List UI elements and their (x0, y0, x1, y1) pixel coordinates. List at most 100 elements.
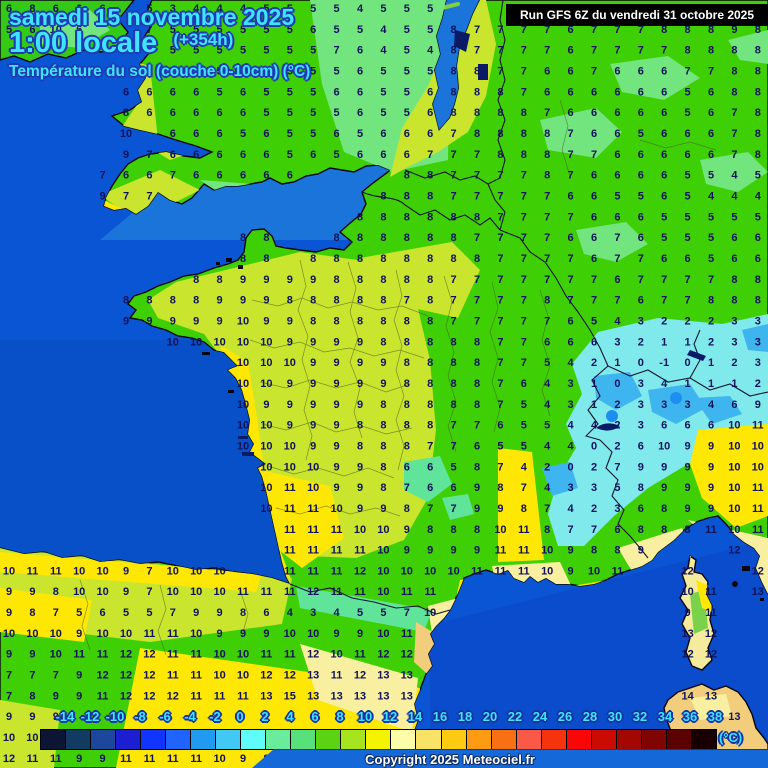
svg-text:11: 11 (284, 524, 296, 536)
svg-text:1: 1 (685, 378, 691, 390)
svg-text:7: 7 (544, 211, 550, 223)
svg-text:6: 6 (451, 482, 457, 494)
svg-text:6: 6 (591, 128, 597, 140)
svg-text:9: 9 (685, 461, 691, 473)
svg-text:9: 9 (380, 357, 386, 369)
svg-text:9: 9 (731, 24, 737, 36)
svg-text:0: 0 (591, 440, 597, 452)
svg-text:6: 6 (591, 191, 597, 203)
svg-text:5: 5 (287, 66, 293, 78)
svg-text:8: 8 (474, 399, 480, 411)
svg-text:6: 6 (170, 128, 176, 140)
svg-text:5: 5 (263, 24, 269, 36)
svg-text:7: 7 (544, 45, 550, 57)
svg-text:11: 11 (167, 670, 179, 682)
svg-text:10: 10 (213, 586, 225, 598)
svg-text:11: 11 (331, 670, 343, 682)
svg-text:6: 6 (240, 149, 246, 161)
svg-text:6: 6 (146, 86, 152, 98)
svg-text:5: 5 (380, 86, 386, 98)
svg-text:8: 8 (731, 295, 737, 307)
svg-text:12: 12 (681, 565, 693, 577)
svg-text:4: 4 (544, 399, 551, 411)
scale-color-cell (691, 730, 716, 749)
svg-text:7: 7 (474, 232, 480, 244)
svg-text:5: 5 (404, 24, 410, 36)
svg-text:0: 0 (685, 357, 691, 369)
svg-text:7: 7 (568, 128, 574, 140)
svg-text:8: 8 (451, 524, 457, 536)
svg-text:6: 6 (638, 295, 644, 307)
svg-text:11: 11 (97, 649, 109, 661)
svg-text:7: 7 (568, 211, 574, 223)
scale-color-cell (291, 730, 317, 749)
svg-text:6: 6 (591, 170, 597, 182)
svg-text:5: 5 (708, 232, 714, 244)
svg-text:7: 7 (474, 295, 480, 307)
svg-text:10: 10 (167, 586, 179, 598)
svg-text:7: 7 (146, 149, 152, 161)
svg-text:6: 6 (170, 107, 176, 119)
svg-text:5: 5 (685, 191, 691, 203)
svg-text:7: 7 (123, 191, 129, 203)
svg-text:6: 6 (123, 86, 129, 98)
svg-text:9: 9 (287, 274, 293, 286)
svg-text:10: 10 (73, 586, 85, 598)
svg-text:13: 13 (330, 690, 342, 702)
svg-text:9: 9 (240, 295, 246, 307)
svg-text:11: 11 (284, 565, 296, 577)
scale-color-cell (641, 730, 667, 749)
svg-text:1: 1 (708, 357, 714, 369)
svg-text:5: 5 (731, 211, 737, 223)
svg-text:7: 7 (638, 45, 644, 57)
svg-text:9: 9 (708, 461, 714, 473)
svg-text:8: 8 (380, 232, 386, 244)
svg-text:9: 9 (29, 649, 35, 661)
scale-color-cell (666, 730, 692, 749)
svg-text:10: 10 (260, 336, 272, 348)
svg-text:6: 6 (193, 107, 199, 119)
scale-tick-label: 2 (261, 709, 269, 724)
svg-text:7: 7 (731, 149, 737, 161)
svg-text:8: 8 (755, 45, 761, 57)
svg-text:7: 7 (614, 461, 620, 473)
svg-text:4: 4 (193, 3, 200, 15)
scale-tick-label: 30 (607, 709, 623, 724)
svg-text:10: 10 (50, 628, 62, 640)
svg-text:10: 10 (354, 524, 366, 536)
svg-text:4: 4 (146, 66, 153, 78)
svg-text:6: 6 (591, 253, 597, 265)
svg-text:9: 9 (123, 149, 129, 161)
scale-color-cell (541, 730, 567, 749)
svg-text:8: 8 (380, 399, 386, 411)
svg-text:7: 7 (568, 253, 574, 265)
svg-text:8: 8 (380, 315, 386, 327)
svg-text:6: 6 (591, 232, 597, 244)
svg-text:6: 6 (685, 420, 691, 432)
scale-color-cell (166, 730, 192, 749)
svg-text:4: 4 (708, 399, 715, 411)
svg-text:10: 10 (167, 565, 179, 577)
svg-text:5: 5 (614, 482, 620, 494)
svg-text:11: 11 (167, 628, 179, 640)
svg-text:8: 8 (685, 24, 691, 36)
svg-text:5: 5 (497, 440, 503, 452)
svg-text:6: 6 (427, 461, 433, 473)
svg-text:11: 11 (284, 545, 296, 557)
svg-text:8: 8 (380, 420, 386, 432)
svg-text:2: 2 (685, 315, 691, 327)
svg-text:8: 8 (427, 378, 433, 390)
svg-text:9: 9 (568, 545, 574, 557)
svg-text:7: 7 (568, 149, 574, 161)
svg-text:7: 7 (497, 191, 503, 203)
svg-text:10: 10 (728, 461, 740, 473)
svg-text:7: 7 (521, 66, 527, 78)
svg-text:13: 13 (752, 586, 764, 598)
svg-text:5: 5 (334, 149, 340, 161)
svg-text:7: 7 (591, 24, 597, 36)
svg-text:9: 9 (123, 565, 129, 577)
svg-text:5: 5 (591, 315, 597, 327)
svg-text:10: 10 (237, 315, 249, 327)
svg-text:10: 10 (213, 336, 225, 348)
svg-text:5: 5 (427, 66, 433, 78)
